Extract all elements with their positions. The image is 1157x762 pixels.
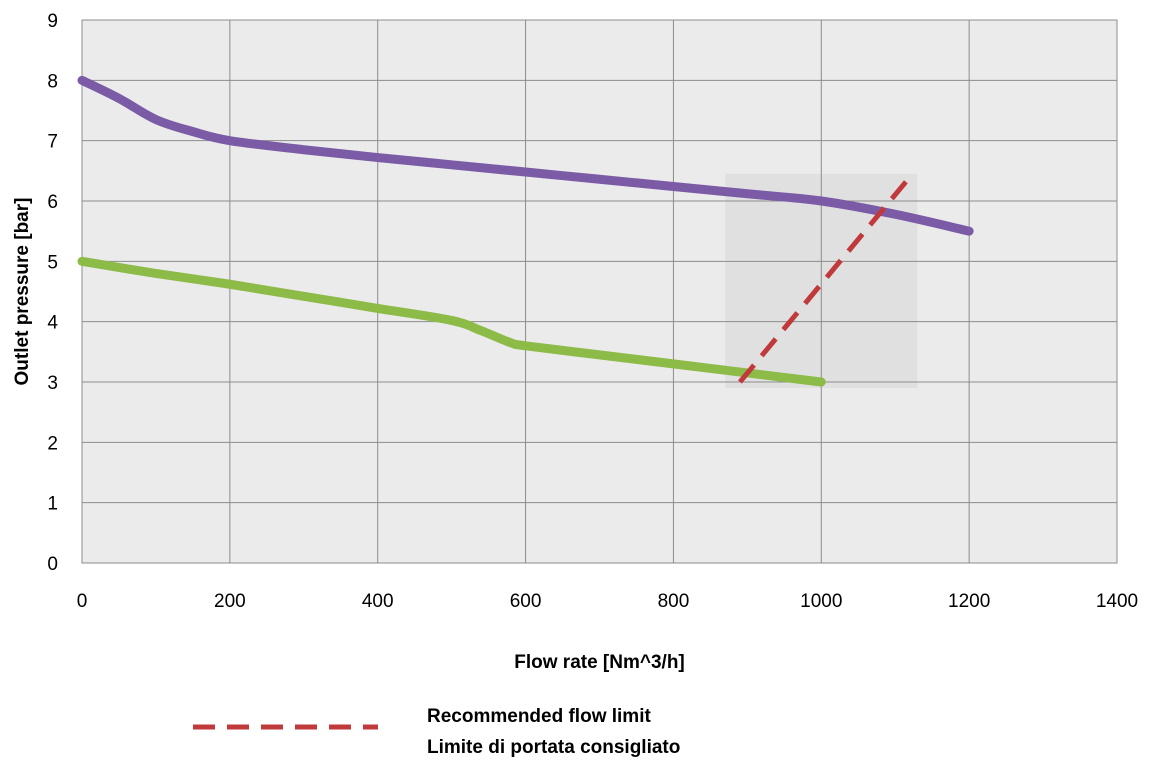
x-tick-label: 1200 <box>948 591 990 612</box>
legend-label-english: Recommended flow limit <box>427 706 651 727</box>
y-tick-label: 0 <box>47 554 58 575</box>
x-tick-label: 600 <box>510 591 542 612</box>
y-tick-label: 6 <box>47 192 58 213</box>
series-line-1 <box>77 75 974 236</box>
x-tick-label: 200 <box>214 591 246 612</box>
y-tick-label: 3 <box>47 373 58 394</box>
series-line-2 <box>77 256 826 387</box>
legend: Recommended flow limit Limite di portata… <box>193 706 680 758</box>
x-tick-label: 1000 <box>800 591 842 612</box>
y-tick-label: 7 <box>47 132 58 153</box>
x-tick-label: 0 <box>77 591 88 612</box>
x-tick-label: 400 <box>362 591 394 612</box>
y-axis-title: Outlet pressure [bar] <box>12 198 33 386</box>
y-tick-label: 4 <box>47 313 58 334</box>
series-line-recommended-flow-limit <box>738 175 912 384</box>
y-axis-tick-labels: 0 1 2 3 4 5 6 7 8 9 <box>47 11 58 575</box>
y-tick-label: 9 <box>47 11 58 32</box>
y-tick-label: 5 <box>47 252 58 273</box>
legend-label-italian: Limite di portata consigliato <box>427 737 680 758</box>
plot-frame <box>81 19 1118 564</box>
x-tick-label: 800 <box>658 591 690 612</box>
x-axis-tick-labels: 0 200 400 600 800 1000 1200 1400 <box>77 591 1138 612</box>
x-axis-title: Flow rate [Nm^3/h] <box>514 652 685 673</box>
y-tick-label: 1 <box>47 494 58 515</box>
horizontal-gridlines <box>82 79 1117 504</box>
y-tick-label: 8 <box>47 71 58 92</box>
vertical-gridlines <box>229 20 970 563</box>
y-tick-label: 2 <box>47 433 58 454</box>
series-layer <box>77 75 974 387</box>
plot-area <box>82 20 1117 563</box>
x-tick-label: 1400 <box>1096 591 1138 612</box>
